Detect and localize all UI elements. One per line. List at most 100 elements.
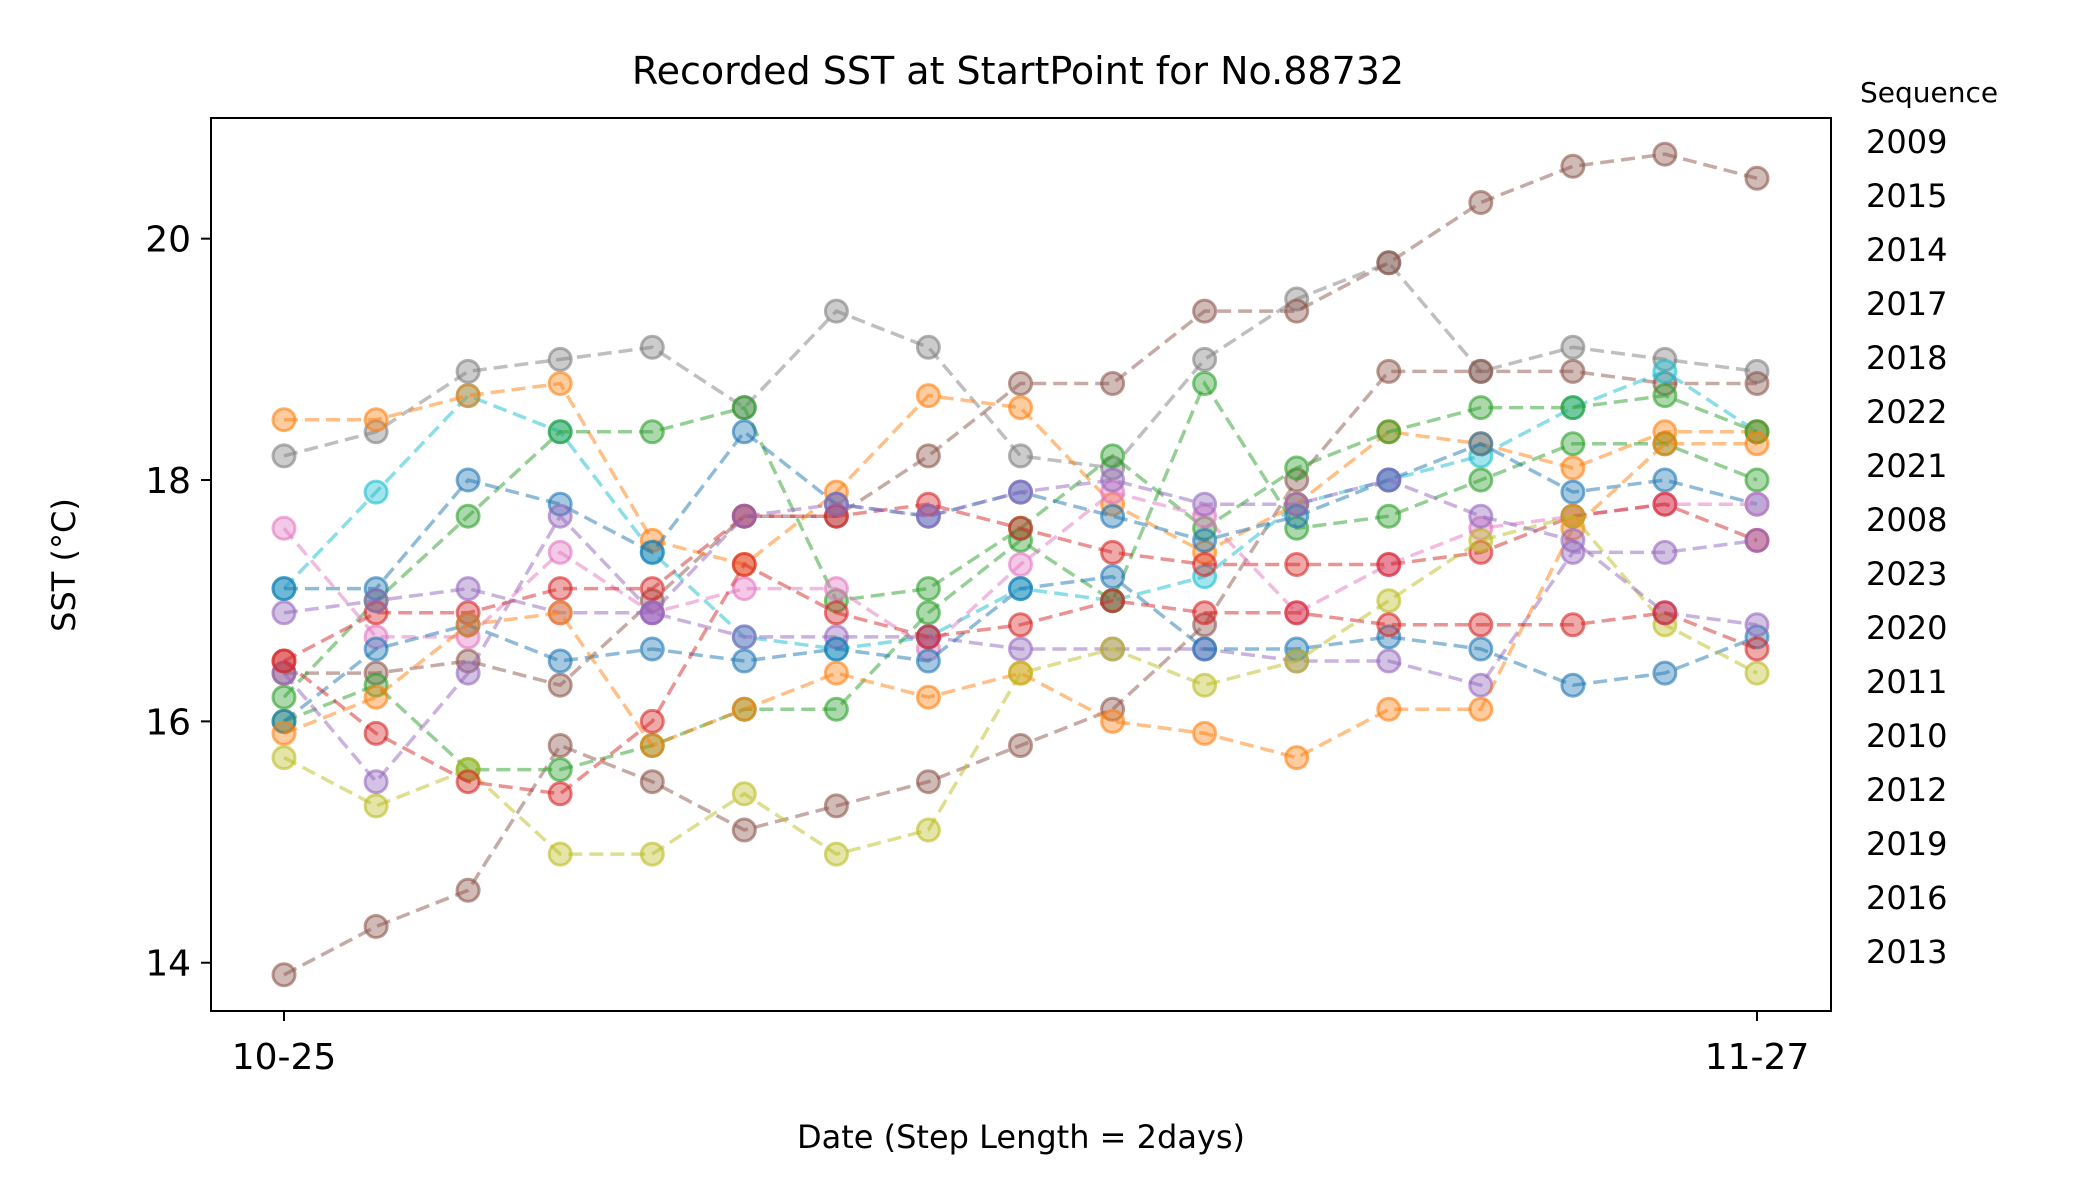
data-point xyxy=(1192,636,1218,662)
data-point xyxy=(547,419,573,445)
data-point xyxy=(363,793,389,819)
data-point xyxy=(823,298,849,324)
data-point xyxy=(271,962,297,988)
data-point xyxy=(1652,491,1678,517)
data-point xyxy=(547,757,573,783)
data-point xyxy=(1100,588,1126,614)
data-point xyxy=(823,636,849,662)
data-point xyxy=(1008,636,1033,662)
legend-entry: 2011 xyxy=(1866,663,1947,701)
data-point xyxy=(1744,165,1770,191)
data-point xyxy=(731,395,757,421)
y-axis: 14 16 18 20 xyxy=(145,220,211,985)
data-point xyxy=(271,648,297,674)
data-point xyxy=(271,745,297,771)
data-point xyxy=(1008,515,1033,541)
data-point xyxy=(1376,503,1402,529)
data-point xyxy=(915,383,941,409)
data-point xyxy=(1284,455,1310,481)
data-point xyxy=(271,443,297,469)
legend-entry: 2008 xyxy=(1866,501,1947,539)
legend-entry: 2018 xyxy=(1866,339,1947,377)
data-point xyxy=(455,660,481,686)
legend-entry: 2016 xyxy=(1866,879,1947,917)
series-line xyxy=(282,478,1758,785)
data-point xyxy=(1560,612,1586,638)
data-point xyxy=(1008,576,1033,602)
data-point xyxy=(455,769,481,795)
data-point xyxy=(1192,298,1218,324)
legend-entry: 2015 xyxy=(1866,177,1947,215)
data-point xyxy=(1652,358,1678,384)
data-point xyxy=(639,419,665,445)
data-point xyxy=(915,817,941,843)
data-point xyxy=(1744,527,1770,553)
series-line xyxy=(283,260,1758,470)
data-point xyxy=(1560,455,1586,481)
data-point xyxy=(1652,431,1678,457)
data-point xyxy=(547,600,573,626)
series-2010 xyxy=(271,564,1770,734)
data-point xyxy=(1008,395,1033,421)
series-line xyxy=(282,574,1758,723)
data-point xyxy=(455,358,481,384)
legend-entry: 2009 xyxy=(1866,123,1947,161)
data-point xyxy=(1468,696,1494,722)
data-point xyxy=(1192,527,1218,553)
legend: Sequence 2009 2015 2014 2017 2018 2022 2021 200… xyxy=(1860,76,1998,971)
data-point xyxy=(1744,636,1770,662)
data-point xyxy=(547,503,573,529)
series-line xyxy=(282,562,1758,796)
data-point xyxy=(731,576,757,602)
data-point xyxy=(639,769,665,795)
data-point xyxy=(455,383,481,409)
data-point xyxy=(1468,395,1494,421)
data-point xyxy=(1376,250,1402,276)
data-point xyxy=(1560,527,1586,553)
plot-area xyxy=(210,117,1832,1012)
data-point xyxy=(1652,141,1678,167)
data-point xyxy=(731,781,757,807)
legend-entry: 2013 xyxy=(1866,933,1947,971)
data-point xyxy=(455,877,481,903)
data-point xyxy=(1100,467,1126,493)
data-point xyxy=(1008,660,1033,686)
series-2022 xyxy=(271,383,1770,710)
data-point xyxy=(1744,431,1770,457)
data-point xyxy=(823,576,849,602)
data-point xyxy=(823,841,849,867)
data-point xyxy=(915,443,941,469)
series-2013 xyxy=(271,552,1770,807)
data-point xyxy=(1744,467,1770,493)
data-point xyxy=(915,648,941,674)
data-point xyxy=(915,334,941,360)
data-point xyxy=(639,733,665,758)
x-tick-label: 11-27 xyxy=(1705,1037,1810,1078)
data-point xyxy=(1284,298,1310,324)
data-point xyxy=(1376,467,1402,493)
data-point xyxy=(731,503,757,529)
data-point xyxy=(1008,443,1033,469)
data-point xyxy=(547,539,573,565)
series-line xyxy=(284,152,1758,688)
data-point xyxy=(1744,491,1770,517)
series-line xyxy=(284,381,1757,567)
data-point xyxy=(1744,660,1770,686)
legend-entry: 2020 xyxy=(1866,609,1947,647)
data-point xyxy=(455,612,481,638)
data-point xyxy=(363,769,389,795)
data-point xyxy=(1468,190,1494,215)
data-point xyxy=(1192,346,1218,372)
series-2009 xyxy=(271,250,1770,481)
data-point xyxy=(1376,419,1402,445)
data-point xyxy=(1560,395,1586,421)
data-point xyxy=(915,624,941,650)
data-point xyxy=(363,636,389,662)
data-point xyxy=(731,696,757,722)
data-point xyxy=(455,467,481,493)
data-point xyxy=(823,696,849,722)
series-2012 xyxy=(271,431,1770,771)
series-line xyxy=(283,369,1757,977)
data-point xyxy=(455,576,481,602)
data-point xyxy=(1376,358,1402,384)
